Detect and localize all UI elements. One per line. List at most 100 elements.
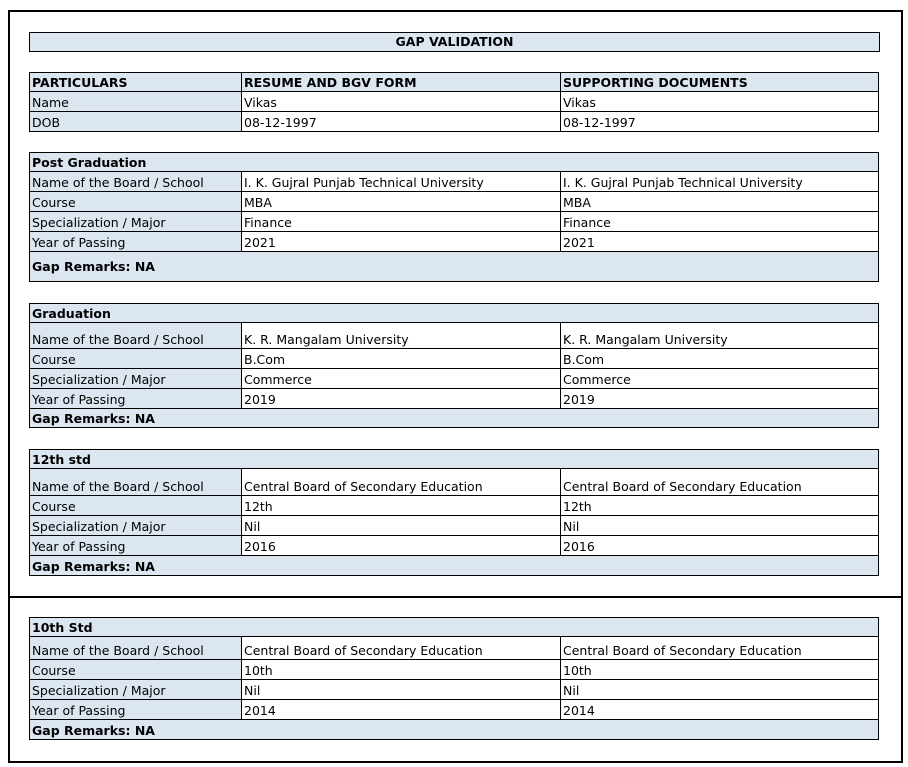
table-row: Year of Passing 2021 2021 — [29, 232, 879, 252]
table-cell: Finance — [242, 212, 561, 231]
section-10th-std: 10th Std Name of the Board / School Centra… — [29, 617, 879, 740]
section-heading-row: 12th std — [29, 449, 879, 469]
table-header-row: PARTICULARS RESUME AND BGV FORM SUPPORTING… — [29, 72, 879, 92]
table-cell: K. R. Mangalam University — [563, 332, 728, 347]
table-row: Year of Passing 2014 2014 — [29, 700, 879, 720]
gap-remarks: Gap Remarks: NA — [30, 720, 878, 739]
table-cell: Nil — [242, 680, 561, 699]
column-header: SUPPORTING DOCUMENTS — [561, 73, 878, 91]
row-label: Name of the Board / School — [30, 323, 242, 348]
column-header: RESUME AND BGV FORM — [242, 73, 561, 91]
table-row: Course 12th 12th — [29, 496, 879, 516]
table-cell: Finance — [563, 215, 611, 230]
table-row: Course B.Com B.Com — [29, 349, 879, 369]
table-cell: 2014 — [563, 703, 595, 718]
table-cell: I. K. Gujral Punjab Technical University — [563, 175, 803, 190]
row-label: Course — [30, 349, 242, 368]
gap-remarks-row: Gap Remarks: NA — [29, 252, 879, 282]
particulars-table: PARTICULARS RESUME AND BGV FORM SUPPORTING… — [29, 72, 879, 132]
table-cell: I. K. Gujral Punjab Technical University — [242, 172, 561, 191]
table-cell: B.Com — [563, 352, 605, 367]
section-heading-row: Post Graduation — [29, 152, 879, 172]
table-row: Course MBA MBA — [29, 192, 879, 212]
section-heading-row: 10th Std — [29, 617, 879, 637]
row-label: Course — [30, 496, 242, 515]
section-heading: 12th std — [30, 450, 878, 468]
gap-remarks-row: Gap Remarks: NA — [29, 556, 879, 576]
table-cell: 08-12-1997 — [242, 112, 561, 131]
table-row: Name Vikas Vikas — [29, 92, 879, 112]
row-label: Year of Passing — [30, 232, 242, 251]
table-row: Year of Passing 2019 2019 — [29, 389, 879, 409]
gap-remarks: Gap Remarks: NA — [30, 409, 878, 427]
page-title: GAP VALIDATION — [29, 32, 880, 52]
row-label: DOB — [30, 112, 242, 131]
table-cell: Commerce — [242, 369, 561, 388]
table-row: Name of the Board / School Central Board … — [29, 469, 879, 496]
row-label: Course — [30, 660, 242, 679]
row-label: Name of the Board / School — [30, 469, 242, 495]
table-cell: MBA — [242, 192, 561, 211]
row-label: Name of the Board / School — [30, 172, 242, 191]
table-cell: Central Board of Secondary Education — [563, 479, 802, 494]
row-label: Year of Passing — [30, 536, 242, 555]
table-cell: 2021 — [242, 232, 561, 251]
row-label: Year of Passing — [30, 389, 242, 408]
table-cell: 10th — [242, 660, 561, 679]
row-label: Year of Passing — [30, 700, 242, 719]
section-heading-row: Graduation — [29, 303, 879, 323]
table-row: Specialization / Major Commerce Commerce — [29, 369, 879, 389]
table-cell: MBA — [563, 195, 591, 210]
table-row: Name of the Board / School K. R. Mangalam… — [29, 323, 879, 349]
section-12th-std: 12th std Name of the Board / School Centra… — [29, 449, 879, 576]
gap-remarks: Gap Remarks: NA — [30, 556, 878, 575]
row-label: Name — [30, 92, 242, 111]
table-cell: B.Com — [242, 349, 561, 368]
section-heading: 10th Std — [30, 618, 878, 636]
table-cell: 10th — [563, 663, 592, 678]
table-cell: K. R. Mangalam University — [242, 323, 561, 348]
section-post-graduation: Post Graduation Name of the Board / Schoo… — [29, 152, 879, 282]
table-row: Name of the Board / School Central Board … — [29, 637, 879, 660]
row-label: Specialization / Major — [30, 369, 242, 388]
table-cell: Nil — [563, 519, 580, 534]
table-cell: 08-12-1997 — [563, 115, 636, 130]
table-row: DOB 08-12-1997 08-12-1997 — [29, 112, 879, 132]
table-row: Year of Passing 2016 2016 — [29, 536, 879, 556]
table-cell: Commerce — [563, 372, 631, 387]
gap-remarks-row: Gap Remarks: NA — [29, 720, 879, 740]
table-row: Specialization / Major Nil Nil — [29, 516, 879, 536]
table-row: Course 10th 10th — [29, 660, 879, 680]
table-cell: Nil — [242, 516, 561, 535]
table-cell: Vikas — [563, 95, 596, 110]
table-cell: Central Board of Secondary Education — [242, 637, 561, 659]
row-label: Specialization / Major — [30, 212, 242, 231]
section-graduation: Graduation Name of the Board / School K. R… — [29, 303, 879, 428]
table-cell: Nil — [563, 683, 580, 698]
table-cell: Central Board of Secondary Education — [563, 643, 802, 658]
gap-remarks-row: Gap Remarks: NA — [29, 409, 879, 428]
page-divider — [8, 596, 903, 598]
row-label: Specialization / Major — [30, 516, 242, 535]
table-cell: 2019 — [563, 392, 595, 407]
section-heading: Graduation — [30, 304, 878, 322]
section-heading: Post Graduation — [30, 153, 878, 171]
table-row: Name of the Board / School I. K. Gujral P… — [29, 172, 879, 192]
table-cell: 12th — [563, 499, 592, 514]
table-cell: 12th — [242, 496, 561, 515]
table-cell: 2016 — [563, 539, 595, 554]
gap-remarks: Gap Remarks: NA — [30, 252, 878, 281]
row-label: Specialization / Major — [30, 680, 242, 699]
table-row: Specialization / Major Nil Nil — [29, 680, 879, 700]
table-cell: Vikas — [242, 92, 561, 111]
table-row: Specialization / Major Finance Finance — [29, 212, 879, 232]
row-label: Course — [30, 192, 242, 211]
table-cell: 2019 — [242, 389, 561, 408]
table-cell: 2021 — [563, 235, 595, 250]
table-cell: 2014 — [242, 700, 561, 719]
column-header: PARTICULARS — [30, 73, 242, 91]
table-cell: Central Board of Secondary Education — [242, 469, 561, 495]
document-frame — [8, 10, 903, 763]
table-cell: 2016 — [242, 536, 561, 555]
row-label: Name of the Board / School — [30, 637, 242, 659]
